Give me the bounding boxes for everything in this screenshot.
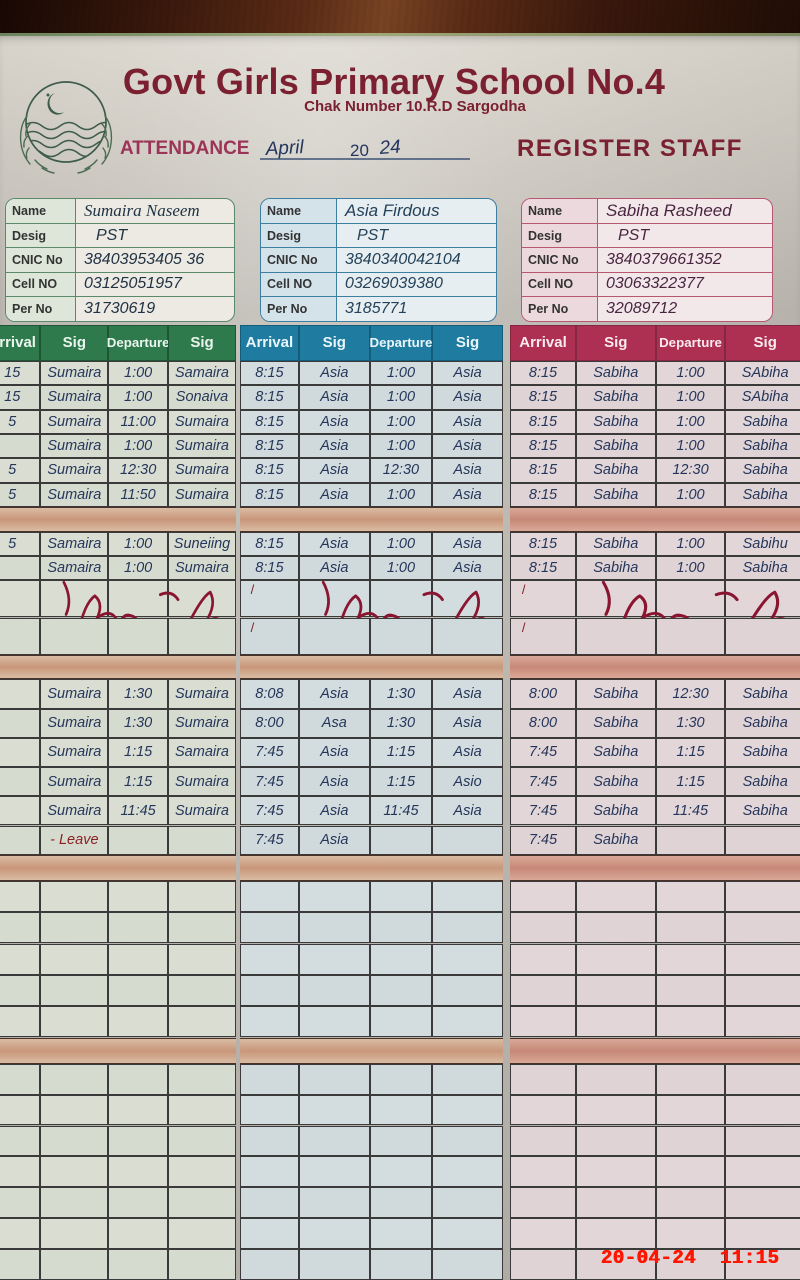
svg-text:April: April [264, 137, 305, 160]
svg-text:24: 24 [378, 137, 402, 159]
svg-text:20: 20 [350, 141, 369, 160]
